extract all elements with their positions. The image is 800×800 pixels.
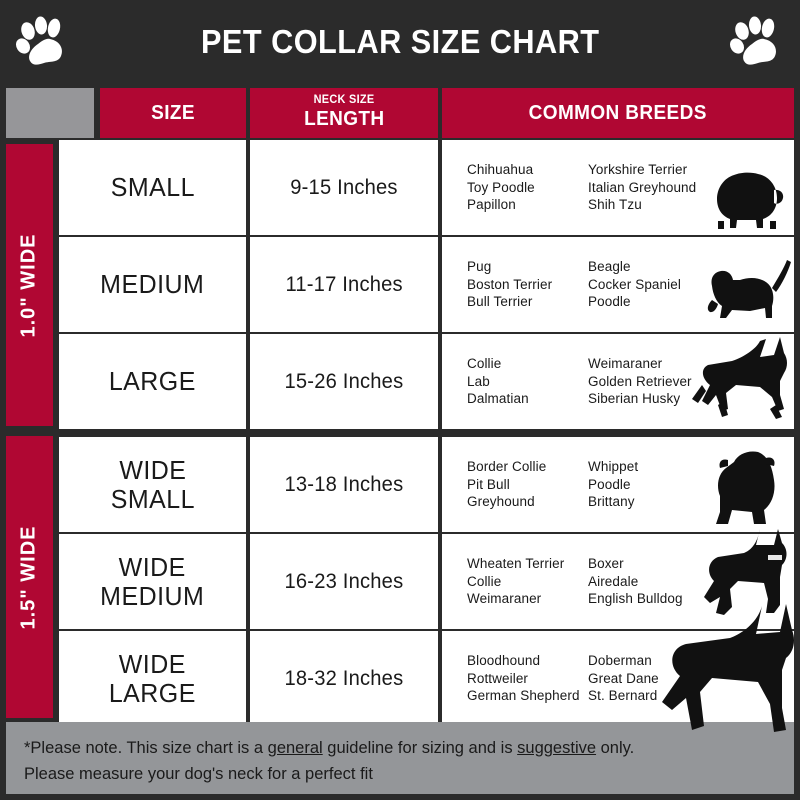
footer-underline-general: general — [267, 739, 323, 757]
footer-note: *Please note. This size chart is a gener… — [6, 722, 794, 794]
cell-breeds: Wheaten Terrier Collie Weimaraner Boxer Air… — [442, 529, 794, 629]
page-title: PET COLLAR SIZE CHART — [200, 23, 600, 60]
column-header-size: SIZE — [100, 88, 246, 138]
breeds-column-2: Whippet Poodle Brittany — [588, 458, 639, 510]
cell-size: WIDE LARGE — [59, 631, 246, 726]
cell-length: 9-15 Inches — [250, 140, 438, 235]
column-header-length: NECK SIZE LENGTH — [250, 88, 438, 138]
bulldog-silhouette-icon — [716, 451, 775, 524]
cell-breeds: Collie Lab Dalmatian Weimaraner Golden Retr… — [442, 334, 794, 429]
cell-size: WIDE SMALL — [59, 437, 246, 532]
cell-length: 18-32 Inches — [250, 631, 438, 726]
table-row: WIDE MEDIUM 16-23 Inches Wheaten Terrier C… — [0, 529, 800, 629]
cell-size: MEDIUM — [59, 237, 246, 332]
breeds-column-1: Wheaten Terrier Collie Weimaraner — [467, 555, 565, 607]
table-row: MEDIUM 11-17 Inches Pug Boston Terrier Bul… — [0, 237, 800, 332]
footer-line-1: *Please note. This size chart is a gener… — [24, 736, 794, 762]
breeds-column-1: Chihuahua Toy Poodle Papillon — [467, 161, 535, 213]
column-header-breeds-label: COMMON BREEDS — [528, 101, 708, 124]
breeds-column-2: Boxer Airedale English Bulldog — [588, 555, 683, 607]
cell-size: WIDE MEDIUM — [59, 534, 246, 629]
cell-breeds: Chihuahua Toy Poodle Papillon Yorkshire Te… — [442, 140, 794, 235]
size-label: WIDE LARGE — [108, 649, 197, 708]
small-fluffy-dog-silhouette-icon — [717, 172, 784, 229]
length-label: 18-32 Inches — [284, 666, 404, 690]
footer-underline-suggestive: suggestive — [517, 739, 597, 757]
column-header-breeds: COMMON BREEDS — [442, 88, 794, 138]
breeds-column-1: Bloodhound Rottweiler German Shepherd — [467, 652, 580, 704]
size-label: SMALL — [110, 172, 195, 203]
table-row: WIDE SMALL 13-18 Inches Border Collie Pit … — [0, 437, 800, 532]
size-label: LARGE — [108, 366, 197, 397]
cell-size: SMALL — [59, 140, 246, 235]
width-band-1-0: 1.0" WIDE — [6, 144, 53, 426]
size-label: WIDE SMALL — [110, 455, 195, 514]
breeds-column-1: Border Collie Pit Bull Greyhound — [467, 458, 547, 510]
cell-size: LARGE — [59, 334, 246, 429]
length-label: 9-15 Inches — [290, 175, 398, 199]
cell-length: 13-18 Inches — [250, 437, 438, 532]
breeds-column-2: Beagle Cocker Spaniel Poodle — [588, 258, 681, 310]
footer-text-c: only. — [596, 739, 635, 757]
cell-length: 11-17 Inches — [250, 237, 438, 332]
cell-breeds: Pug Boston Terrier Bull Terrier Beagle Cock… — [442, 237, 794, 332]
cell-length: 16-23 Inches — [250, 534, 438, 629]
table-row: SMALL 9-15 Inches Chihuahua Toy Poodle Pap… — [0, 140, 800, 235]
table-row: LARGE 15-26 Inches Collie Lab Dalmatian We… — [0, 334, 800, 429]
length-label: 16-23 Inches — [284, 569, 404, 593]
title-bar: PET COLLAR SIZE CHART — [0, 0, 800, 84]
size-table-body: SMALL 9-15 Inches Chihuahua Toy Poodle Pap… — [0, 140, 800, 728]
cell-breeds: Bloodhound Rottweiler German Shepherd Dobe… — [442, 631, 794, 726]
breeds-column-2: Yorkshire Terrier Italian Greyhound Shih T… — [588, 161, 697, 213]
paw-print-icon — [729, 16, 776, 65]
size-label: WIDE MEDIUM — [100, 552, 205, 611]
length-label: 15-26 Inches — [284, 369, 404, 393]
breeds-column-1: Collie Lab Dalmatian — [467, 355, 529, 407]
table-row: WIDE LARGE 18-32 Inches Bloodhound Rottwei… — [0, 631, 800, 726]
boxer-dog-silhouette-icon — [704, 529, 787, 615]
column-header-length-sublabel: NECK SIZE — [313, 94, 375, 107]
width-band-1-5: 1.5" WIDE — [6, 436, 53, 718]
column-header-length-label: LENGTH — [303, 107, 385, 130]
breeds-column-2: Doberman Great Dane St. Bernard — [588, 652, 659, 704]
breeds-column-1: Pug Boston Terrier Bull Terrier — [467, 258, 553, 310]
footer-line-2: Please measure your dog's neck for a per… — [24, 764, 373, 783]
size-label: MEDIUM — [100, 269, 205, 300]
footer-text-b: guideline for sizing and is — [322, 739, 518, 757]
length-label: 13-18 Inches — [284, 472, 404, 496]
paw-print-icon — [15, 16, 62, 65]
length-label: 11-17 Inches — [285, 272, 403, 296]
breeds-column-2: Weimaraner Golden Retriever Siberian Husky — [588, 355, 692, 407]
medium-dog-silhouette-icon — [707, 260, 791, 318]
column-header-size-label: SIZE — [151, 101, 195, 124]
corner-swatch — [6, 88, 94, 138]
table-header-row: SIZE NECK SIZE LENGTH COMMON BREEDS — [0, 86, 800, 140]
cell-breeds: Border Collie Pit Bull Greyhound Whippet Po… — [442, 437, 794, 532]
cell-length: 15-26 Inches — [250, 334, 438, 429]
footer-text-a: *Please note. This size chart is a — [24, 739, 268, 757]
